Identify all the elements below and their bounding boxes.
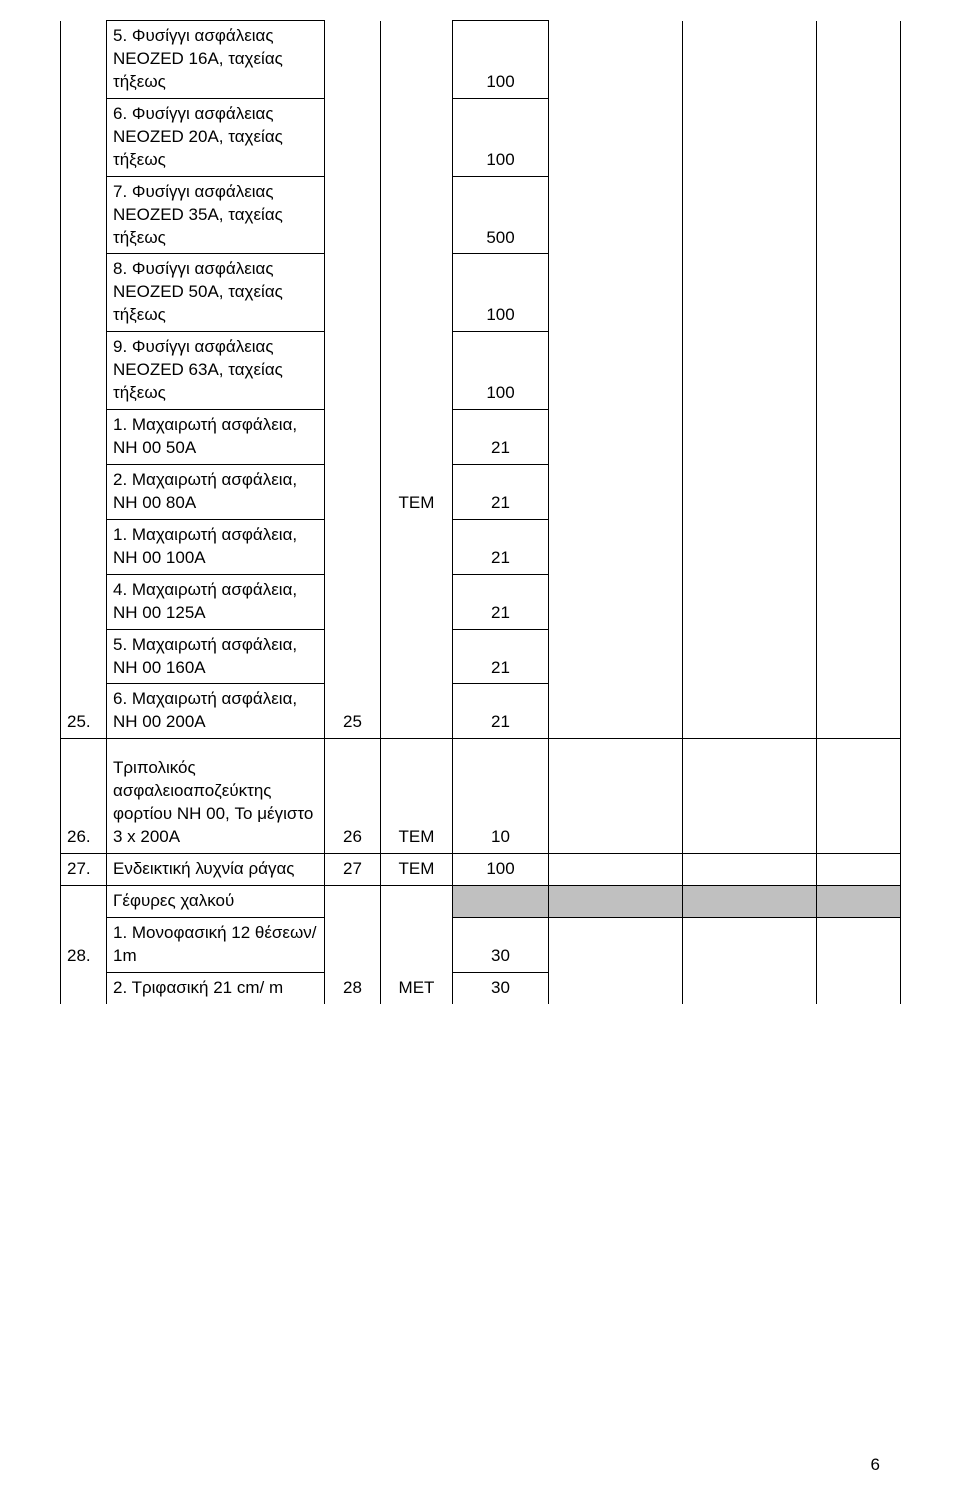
cell-colA — [325, 21, 381, 99]
cell-unit — [381, 21, 453, 99]
cell-qty: 100 — [453, 854, 549, 886]
cell-desc: Τριπολικός ασφαλειοαποζεύκτης φορτίου NH… — [107, 739, 325, 854]
cell-idx: 25. — [61, 684, 107, 739]
main-table: 5. Φυσίγγι ασφάλειας NEOZED 16A, ταχείας… — [60, 20, 901, 1004]
cell-colA: 28 — [325, 972, 381, 1003]
cell-idx: 26. — [61, 739, 107, 854]
cell-desc: 5. Φυσίγγι ασφάλειας NEOZED 16A, ταχείας… — [107, 21, 325, 99]
table-row: 28. 1. Μονοφασική 12 θέσεων/ 1m 30 — [61, 917, 901, 972]
page-number: 6 — [871, 1455, 880, 1475]
cell-unit: ΤΕΜ — [381, 464, 453, 519]
cell-qty-grey — [453, 886, 549, 918]
cell-desc: Γέφυρες χαλκού — [107, 886, 325, 918]
cell-colA: 25 — [325, 684, 381, 739]
cell-qty: 10 — [453, 739, 549, 854]
table-row: 5. Φυσίγγι ασφάλειας NEOZED 16A, ταχείας… — [61, 21, 901, 99]
table-row: Γέφυρες χαλκού — [61, 886, 901, 918]
cell-e — [549, 21, 683, 739]
cell-colA: 27 — [325, 854, 381, 886]
cell-colA: 26 — [325, 739, 381, 854]
document-page: 5. Φυσίγγι ασφάλειας NEOZED 16A, ταχείας… — [0, 0, 960, 1495]
cell-g — [817, 21, 901, 739]
table-row: 26. Τριπολικός ασφαλειοαποζεύκτης φορτίο… — [61, 739, 901, 854]
cell-qty: 100 — [453, 21, 549, 99]
cell-idx: 28. — [61, 917, 107, 972]
table-row: 27. Ενδεικτική λυχνία ράγας 27 ΤΕΜ 100 — [61, 854, 901, 886]
cell-desc: Ενδεικτική λυχνία ράγας — [107, 854, 325, 886]
cell-unit: ΤΕΜ — [381, 739, 453, 854]
cell-idx — [61, 21, 107, 99]
cell-idx: 27. — [61, 854, 107, 886]
cell-unit: ΜΕΤ — [381, 972, 453, 1003]
cell-f — [683, 21, 817, 739]
cell-unit: ΤΕΜ — [381, 854, 453, 886]
